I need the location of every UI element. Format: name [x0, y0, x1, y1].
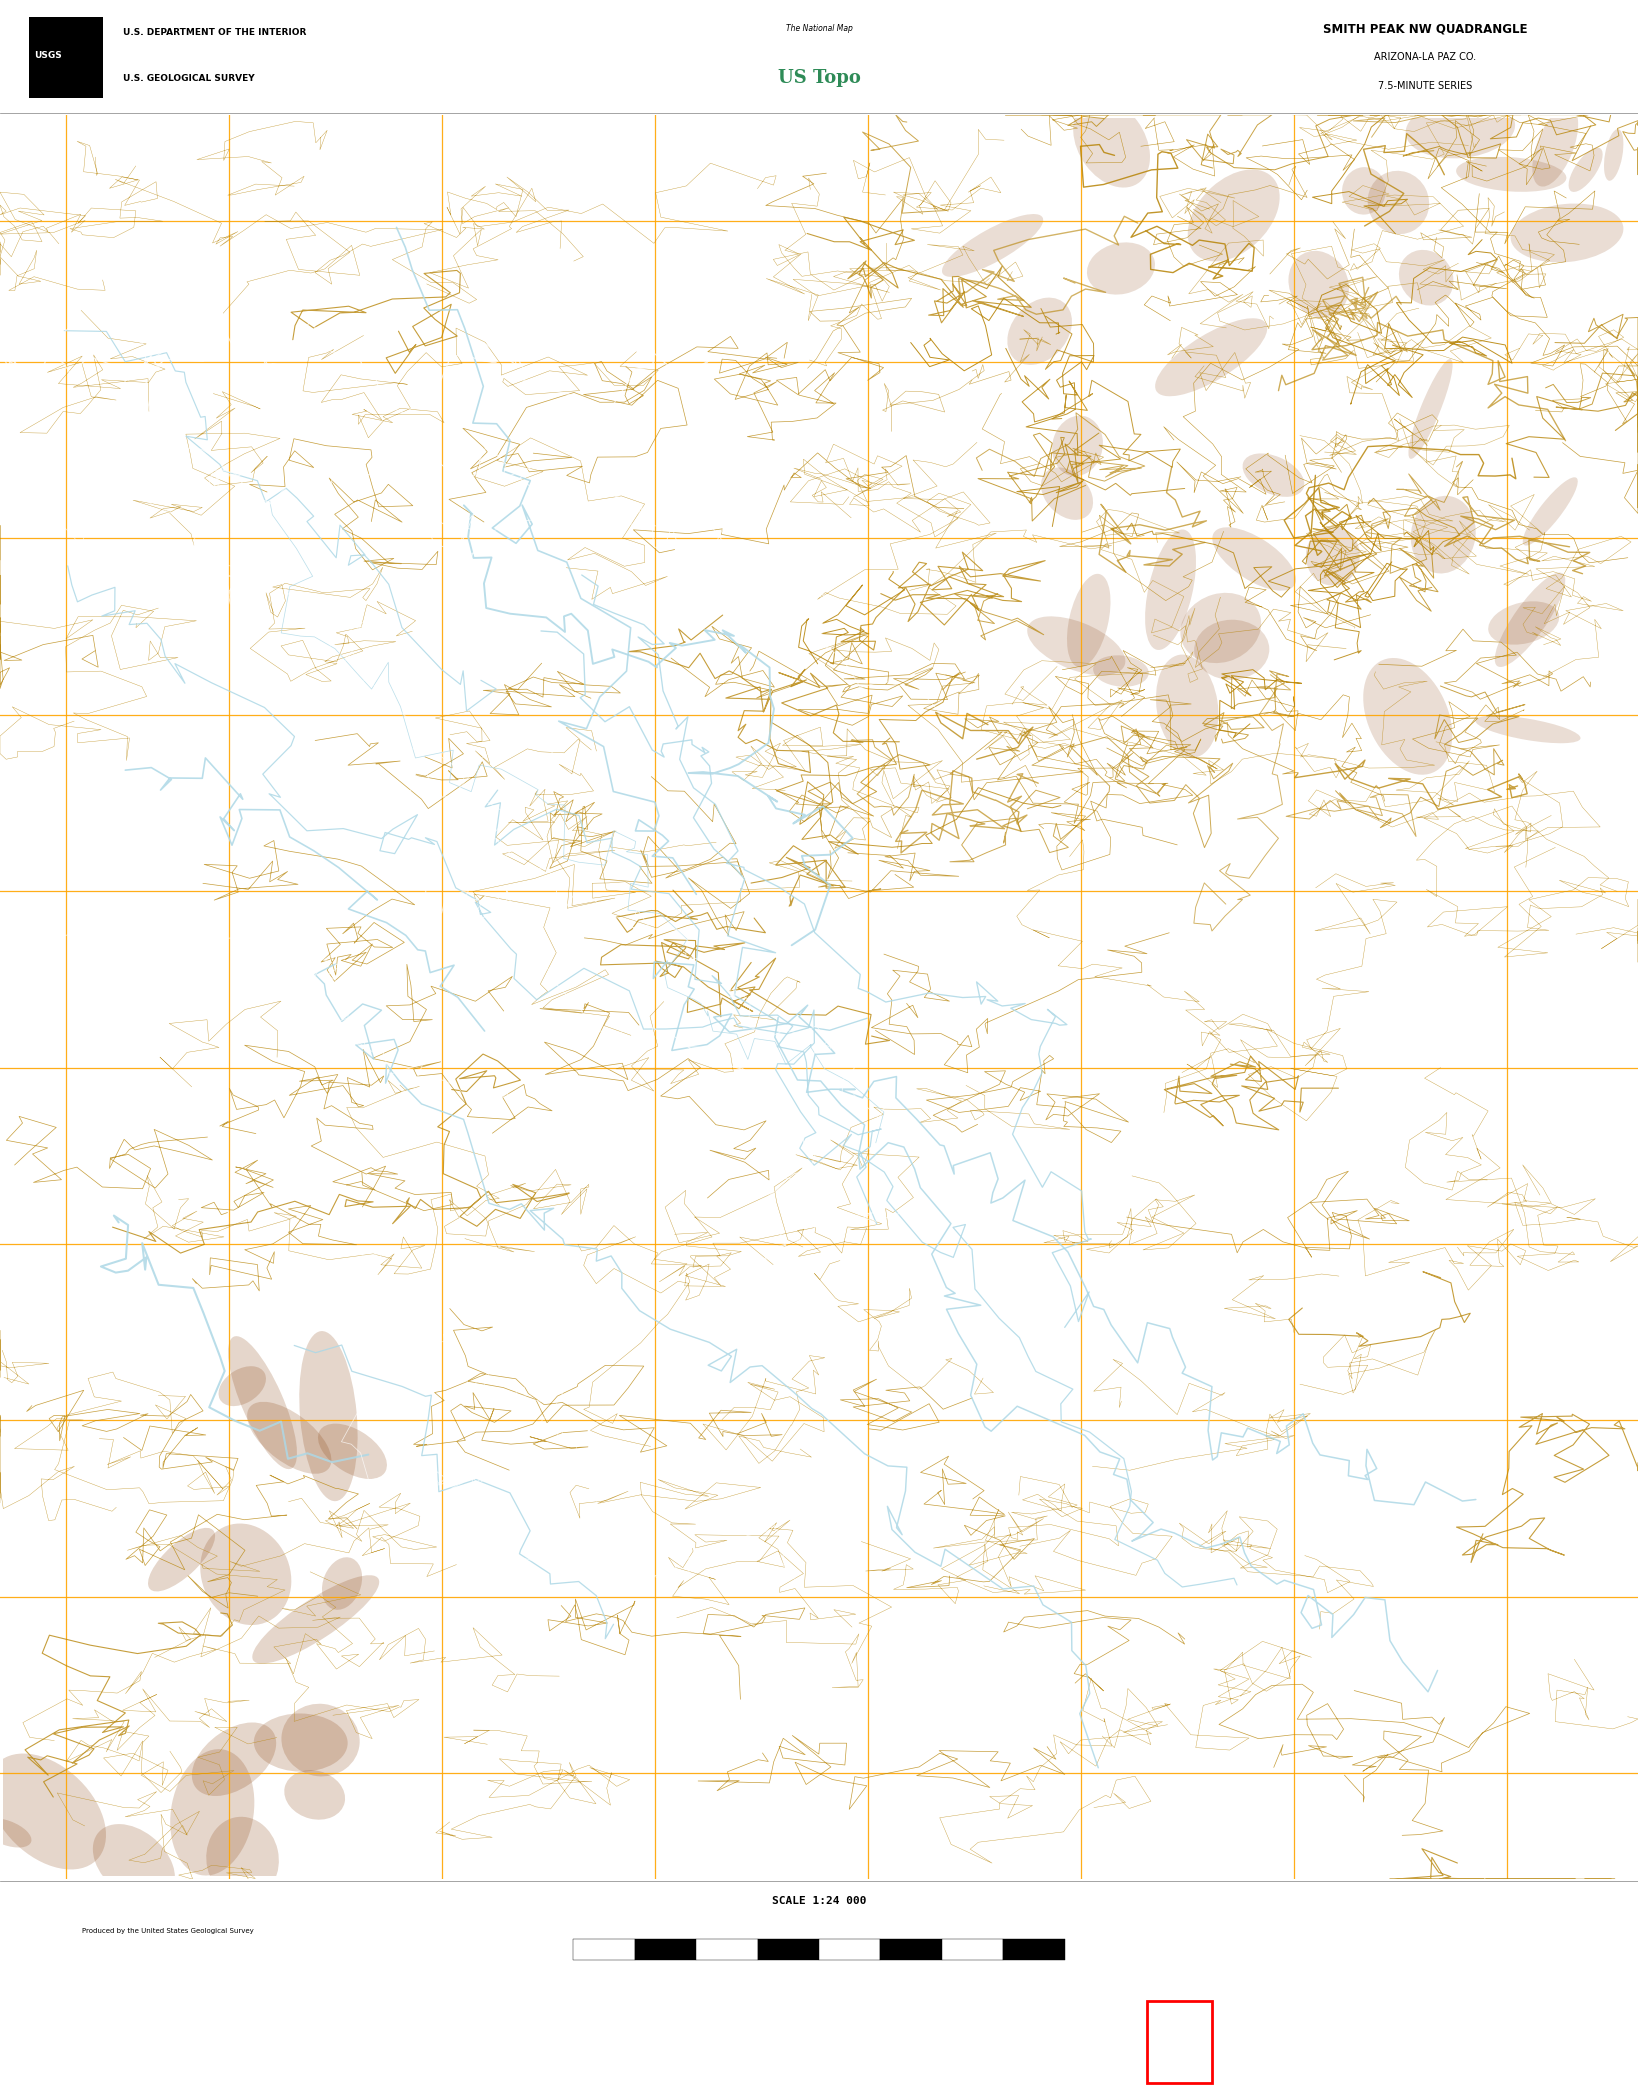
Ellipse shape — [1409, 359, 1453, 459]
Ellipse shape — [1368, 171, 1428, 234]
Ellipse shape — [1066, 574, 1111, 668]
Text: U.S. GEOLOGICAL SURVEY: U.S. GEOLOGICAL SURVEY — [123, 73, 254, 84]
Ellipse shape — [1093, 656, 1148, 687]
Bar — [0, 115, 3, 1879]
Ellipse shape — [323, 1558, 362, 1610]
Ellipse shape — [1604, 129, 1623, 182]
Ellipse shape — [206, 1817, 278, 1902]
Ellipse shape — [318, 1424, 387, 1478]
Ellipse shape — [1476, 716, 1581, 743]
Bar — [881, 1940, 942, 1959]
Ellipse shape — [1188, 169, 1279, 261]
Ellipse shape — [93, 1825, 175, 1902]
Text: 7.5-MINUTE SERIES: 7.5-MINUTE SERIES — [1378, 81, 1473, 92]
Ellipse shape — [1007, 299, 1071, 365]
Text: ARIZONA-LA PAZ CO.: ARIZONA-LA PAZ CO. — [1374, 52, 1476, 63]
Ellipse shape — [300, 1330, 357, 1501]
Bar — [757, 1940, 819, 1959]
Ellipse shape — [285, 1771, 346, 1819]
Bar — [573, 1940, 634, 1959]
Bar — [0, 115, 1638, 119]
Bar — [1016, 2000, 1114, 2084]
Ellipse shape — [147, 1528, 215, 1591]
Ellipse shape — [218, 1366, 265, 1405]
Ellipse shape — [1489, 601, 1559, 645]
Ellipse shape — [1523, 478, 1577, 545]
Ellipse shape — [1088, 242, 1155, 294]
Ellipse shape — [1212, 528, 1296, 591]
Ellipse shape — [1405, 98, 1515, 159]
Ellipse shape — [1305, 526, 1360, 585]
Ellipse shape — [0, 1754, 106, 1869]
Text: U.S. DEPARTMENT OF THE INTERIOR: U.S. DEPARTMENT OF THE INTERIOR — [123, 27, 306, 38]
Ellipse shape — [1342, 167, 1386, 215]
Ellipse shape — [192, 1723, 277, 1796]
Ellipse shape — [1027, 616, 1125, 674]
Text: SCALE 1:24 000: SCALE 1:24 000 — [771, 1896, 867, 1906]
Ellipse shape — [1052, 416, 1102, 476]
Ellipse shape — [247, 1401, 331, 1474]
Text: SMITH PEAK NW QUADRANGLE: SMITH PEAK NW QUADRANGLE — [1324, 23, 1527, 35]
Ellipse shape — [1042, 468, 1093, 520]
Ellipse shape — [1410, 495, 1476, 574]
Ellipse shape — [1156, 654, 1219, 758]
Ellipse shape — [1456, 157, 1566, 192]
Bar — [1635, 115, 1638, 1879]
Ellipse shape — [1243, 453, 1304, 497]
Bar — [0, 1875, 1638, 1879]
Ellipse shape — [942, 215, 1043, 278]
Ellipse shape — [252, 1574, 380, 1664]
Bar — [819, 1940, 881, 1959]
Text: Produced by the United States Geological Survey: Produced by the United States Geological… — [82, 1927, 254, 1933]
Ellipse shape — [1363, 658, 1453, 775]
Ellipse shape — [228, 1336, 296, 1470]
Ellipse shape — [1399, 251, 1453, 305]
Text: USGS: USGS — [34, 50, 62, 61]
Ellipse shape — [1194, 620, 1269, 681]
Bar — [634, 1940, 696, 1959]
Ellipse shape — [1155, 317, 1268, 397]
Ellipse shape — [200, 1524, 292, 1624]
Bar — [696, 1940, 757, 1959]
Ellipse shape — [1181, 593, 1261, 664]
Ellipse shape — [1289, 251, 1350, 317]
Bar — [1002, 1940, 1065, 1959]
Ellipse shape — [1495, 572, 1566, 666]
Bar — [942, 1940, 1002, 1959]
Ellipse shape — [1510, 203, 1623, 263]
Ellipse shape — [254, 1714, 347, 1771]
Text: The National Map: The National Map — [786, 25, 852, 33]
Bar — [29, 17, 103, 98]
Ellipse shape — [1073, 98, 1150, 188]
Ellipse shape — [282, 1704, 360, 1777]
Ellipse shape — [170, 1750, 254, 1875]
Text: US Topo: US Topo — [778, 69, 860, 88]
Bar — [1147, 2000, 1212, 2084]
Ellipse shape — [1145, 530, 1196, 649]
Ellipse shape — [1532, 106, 1577, 186]
Ellipse shape — [0, 1819, 31, 1848]
Ellipse shape — [1569, 148, 1602, 192]
